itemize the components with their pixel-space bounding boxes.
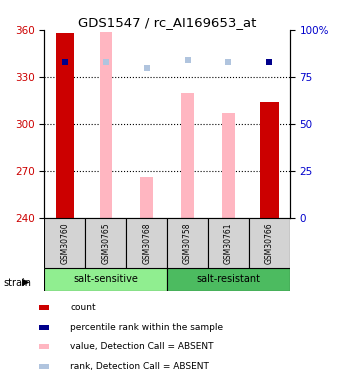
Bar [39,364,49,369]
Text: GSM30766: GSM30766 [265,222,274,264]
Text: salt-sensitive: salt-sensitive [73,274,138,284]
Bar [249,217,290,268]
Text: salt-resistant: salt-resistant [196,274,261,284]
Bar [85,217,126,268]
Text: GSM30760: GSM30760 [60,222,69,264]
Text: GSM30768: GSM30768 [142,222,151,264]
Bar [208,217,249,268]
Text: strain: strain [3,278,31,288]
Bar [140,177,153,218]
Bar [167,217,208,268]
Title: GDS1547 / rc_AI169653_at: GDS1547 / rc_AI169653_at [78,16,256,29]
Bar [260,102,279,218]
Bar [39,345,49,350]
Bar [167,268,290,291]
Bar [100,32,112,217]
Bar [44,268,167,291]
Bar [126,217,167,268]
Bar [39,325,49,330]
Bar [56,33,74,218]
Text: ▶: ▶ [22,277,29,287]
Bar [181,93,194,218]
Text: GSM30761: GSM30761 [224,222,233,264]
Bar [44,217,85,268]
Bar [39,305,49,310]
Text: value, Detection Call = ABSENT: value, Detection Call = ABSENT [70,342,214,351]
Text: GSM30765: GSM30765 [101,222,110,264]
Text: GSM30758: GSM30758 [183,222,192,264]
Text: percentile rank within the sample: percentile rank within the sample [70,322,223,332]
Bar [222,113,235,218]
Text: rank, Detection Call = ABSENT: rank, Detection Call = ABSENT [70,362,209,371]
Text: count: count [70,303,96,312]
